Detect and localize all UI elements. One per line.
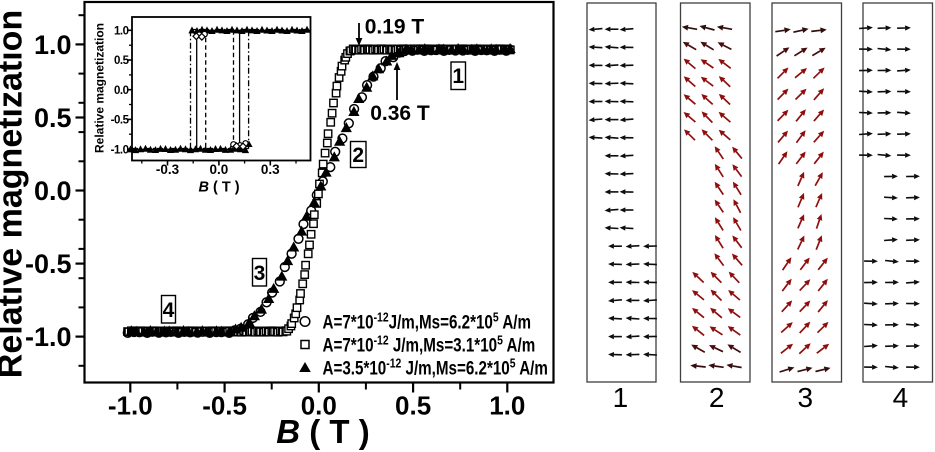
svg-text:0.5: 0.5 [114, 55, 130, 67]
svg-text:1.0: 1.0 [34, 30, 72, 60]
svg-text:1: 1 [613, 382, 629, 413]
svg-text:B ( T ): B ( T ) [198, 180, 239, 196]
svg-text:0.19 T: 0.19 T [365, 16, 425, 39]
svg-text:Relative magnetization: Relative magnetization [0, 10, 30, 378]
svg-text:1: 1 [452, 65, 464, 88]
svg-text:0.3: 0.3 [261, 162, 280, 177]
svg-text:B ( T ): B ( T ) [276, 413, 370, 450]
svg-text:0.5: 0.5 [34, 103, 72, 133]
svg-text:0.36 T: 0.36 T [370, 102, 430, 125]
svg-text:A=3.5*10-12 J/m,Ms=6.2*105 A/m: A=3.5*10-12 J/m,Ms=6.2*105 A/m [323, 356, 548, 378]
svg-text:4: 4 [893, 382, 909, 413]
svg-text:-1.0: -1.0 [111, 144, 129, 156]
svg-text:0.0: 0.0 [34, 176, 72, 206]
svg-text:0.0: 0.0 [301, 391, 337, 421]
svg-text:4: 4 [163, 299, 175, 322]
svg-text:0.0: 0.0 [114, 85, 129, 97]
svg-text:1.0: 1.0 [114, 26, 129, 38]
svg-text:-0.5: -0.5 [25, 249, 72, 279]
svg-text:A=7*10-12J/m,Ms=6.2*105 A/m: A=7*10-12J/m,Ms=6.2*105 A/m [323, 310, 532, 332]
svg-text:-1.0: -1.0 [108, 391, 153, 421]
svg-text:2: 2 [709, 382, 725, 413]
svg-text:Relative magnetization: Relative magnetization [93, 23, 107, 153]
svg-text:2: 2 [352, 144, 364, 167]
svg-text:0.5: 0.5 [395, 391, 431, 421]
svg-text:1.0: 1.0 [489, 391, 525, 421]
svg-text:3: 3 [798, 382, 814, 413]
svg-text:A=7*10-12 J/m,Ms=3.1*105 A/m: A=7*10-12 J/m,Ms=3.1*105 A/m [323, 333, 536, 355]
svg-text:-0.5: -0.5 [202, 391, 247, 421]
svg-text:-0.5: -0.5 [111, 115, 130, 127]
svg-text:-0.3: -0.3 [156, 162, 180, 177]
svg-text:0.0: 0.0 [210, 162, 229, 177]
svg-text:-1.0: -1.0 [25, 322, 72, 352]
svg-text:3: 3 [254, 262, 266, 285]
